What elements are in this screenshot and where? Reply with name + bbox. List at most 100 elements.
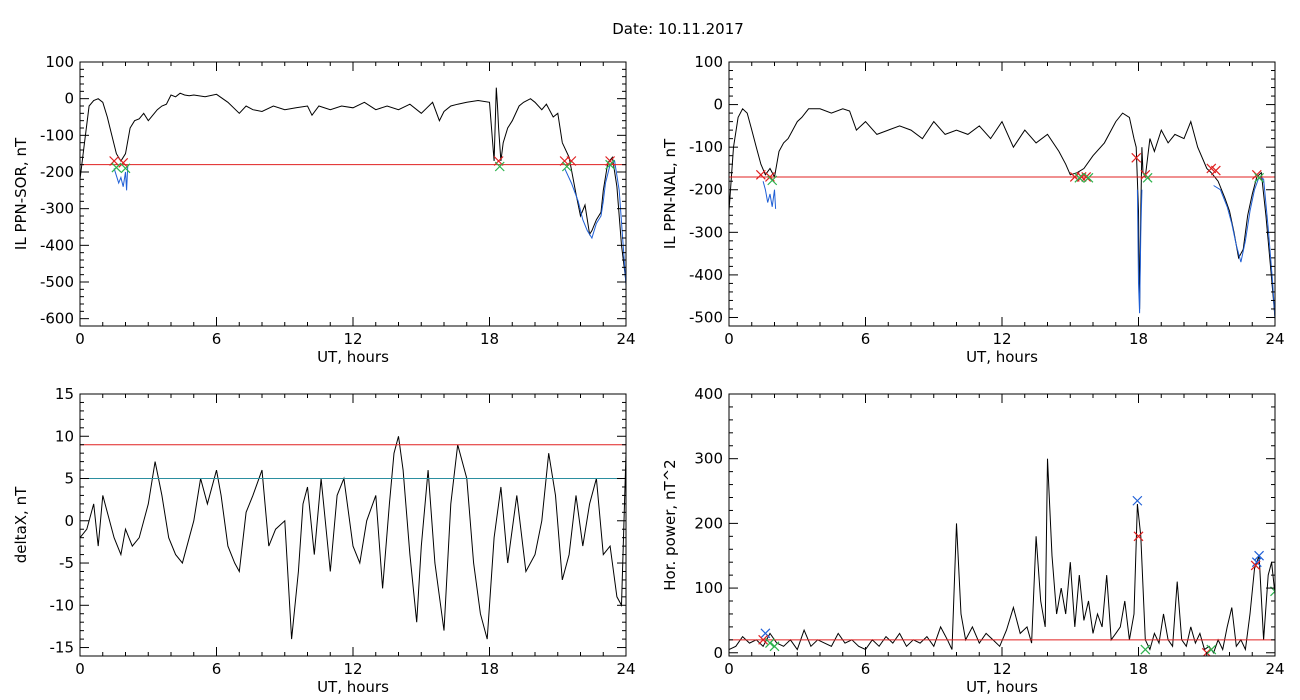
marker-stroke xyxy=(1254,550,1264,561)
marker-stroke xyxy=(1074,172,1085,183)
plot-frame xyxy=(728,61,1276,327)
x-tick-label: 0 xyxy=(75,660,85,678)
event-marker xyxy=(755,169,766,180)
y-tick-label: -200 xyxy=(40,163,74,181)
x-tick-label: 6 xyxy=(861,660,871,678)
y-tick-label: -100 xyxy=(689,138,723,156)
figure-title: Date: 10.11.2017 xyxy=(612,20,744,38)
y-tick-label: -400 xyxy=(689,266,723,284)
y-tick-label: 0 xyxy=(64,512,74,530)
y-tick-label: 300 xyxy=(694,450,723,468)
marker-stroke xyxy=(765,172,775,182)
event-marker xyxy=(1254,550,1264,561)
series-line-3 xyxy=(1210,171,1275,318)
event-marker xyxy=(1083,172,1094,183)
event-marker xyxy=(111,162,122,173)
marker-stroke xyxy=(1270,590,1275,597)
event-marker xyxy=(767,175,778,186)
series-line-2 xyxy=(1136,189,1143,314)
y-tick-label: -400 xyxy=(40,236,74,254)
y-tick-label: -100 xyxy=(40,126,74,144)
x-tick-label: 18 xyxy=(480,660,499,678)
marker-stroke xyxy=(1210,165,1221,176)
plot-data xyxy=(729,458,1275,656)
event-marker xyxy=(1210,165,1221,176)
event-marker xyxy=(769,641,780,652)
panel-sor: 0 6 12 18 24 -600 -500 -400 -300 -200 -100 0 100 UT, … xyxy=(12,53,636,366)
x-tick-label: 18 xyxy=(1129,330,1148,348)
y-tick-label: -500 xyxy=(40,273,74,291)
y-axis-label: Hor. power, nT^2 xyxy=(661,459,679,590)
series-line-1 xyxy=(113,164,129,191)
y-tick-label: 400 xyxy=(694,385,723,403)
event-marker xyxy=(1251,557,1262,568)
x-tick-label: 6 xyxy=(212,330,222,348)
event-marker xyxy=(1140,644,1151,655)
marker-stroke xyxy=(755,169,766,180)
marker-stroke xyxy=(605,156,615,166)
x-tick-label: 12 xyxy=(992,330,1011,348)
event-marker xyxy=(1131,152,1142,163)
y-tick-label: -500 xyxy=(689,308,723,326)
event-marker xyxy=(118,157,129,168)
y-tick-label: 15 xyxy=(55,385,74,403)
marker-stroke xyxy=(1250,560,1261,571)
x-tick-label: 18 xyxy=(480,330,499,348)
x-tick-label: 6 xyxy=(861,330,871,348)
marker-stroke xyxy=(118,157,129,168)
marker-stroke xyxy=(1081,172,1092,182)
plot-data xyxy=(729,107,1275,320)
x-tick-label: 24 xyxy=(1265,660,1284,678)
series-line-0 xyxy=(80,87,563,180)
y-tick-label: -300 xyxy=(40,200,74,218)
series-line-0 xyxy=(729,458,1275,654)
marker-stroke xyxy=(760,628,771,639)
marker-stroke xyxy=(765,638,775,648)
y-axis-label: IL PPN-NAL, nT xyxy=(661,138,679,249)
y-tick-label: -300 xyxy=(689,223,723,241)
marker-stroke xyxy=(767,175,778,186)
plot-frame xyxy=(79,61,627,327)
x-tick-label: 24 xyxy=(616,660,635,678)
plot-frame xyxy=(728,393,1276,657)
y-tick-label: 100 xyxy=(45,53,74,71)
marker-stroke xyxy=(1132,495,1143,506)
plot-data xyxy=(80,87,626,286)
event-marker xyxy=(1142,172,1153,183)
event-marker xyxy=(566,156,577,166)
y-tick-label: -600 xyxy=(40,310,74,328)
series-line-0 xyxy=(729,107,1212,310)
event-marker xyxy=(1250,560,1261,571)
marker-stroke xyxy=(494,161,505,172)
series-line-2 xyxy=(561,142,626,283)
x-tick-label: 0 xyxy=(724,660,734,678)
marker-stroke xyxy=(111,162,122,173)
x-axis-label: UT, hours xyxy=(966,348,1038,366)
marker-stroke xyxy=(1083,172,1094,183)
event-marker xyxy=(1133,531,1144,542)
event-marker xyxy=(494,161,505,172)
event-marker xyxy=(120,163,131,174)
y-tick-label: 0 xyxy=(64,90,74,108)
x-axis-label: UT, hours xyxy=(317,678,389,696)
marker-stroke xyxy=(561,161,572,172)
plot-data xyxy=(80,436,626,640)
event-marker xyxy=(760,628,771,639)
event-marker xyxy=(1132,495,1143,506)
marker-stroke xyxy=(1206,163,1217,174)
y-tick-label: 0 xyxy=(713,96,723,114)
x-tick-label: 12 xyxy=(992,660,1011,678)
y-tick-label: 5 xyxy=(64,470,74,488)
x-tick-label: 6 xyxy=(212,660,222,678)
series-line-4 xyxy=(1213,176,1275,320)
x-tick-label: 0 xyxy=(75,330,85,348)
event-marker xyxy=(1254,172,1264,183)
marker-stroke xyxy=(605,159,615,170)
y-tick-label: 10 xyxy=(55,427,74,445)
y-tick-label: -10 xyxy=(50,596,75,614)
panel-deltax: 0 6 12 18 24 -15 -10 -5 0 5 10 15 UT, hours deltaX, n… xyxy=(12,385,636,696)
series-line-0 xyxy=(80,436,626,640)
marker-stroke xyxy=(1251,557,1262,568)
marker-stroke xyxy=(109,156,120,166)
